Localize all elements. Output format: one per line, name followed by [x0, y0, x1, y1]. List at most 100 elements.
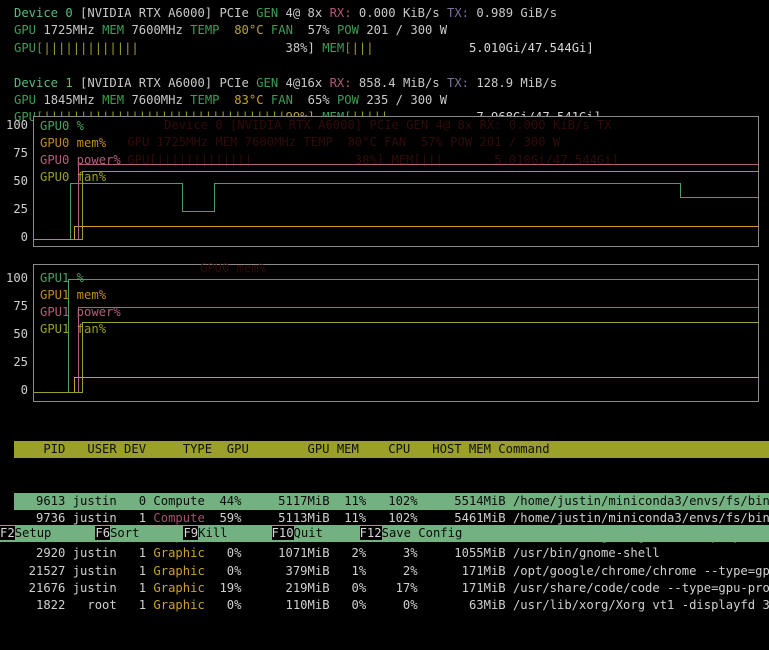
device-1-pow-value: 235 / 300 W [366, 92, 448, 107]
row-type: Graphic [153, 546, 205, 561]
gpu0-util-seg4 [182, 183, 183, 212]
device-1-gpu-label: GPU [14, 92, 37, 107]
gpu0-fan-seg1 [34, 239, 82, 240]
process-table-body: 9613 justin 0 Compute 44% 5117MiB 11% 10… [14, 493, 769, 615]
row-prefix: 9736 justin 1 [14, 511, 154, 526]
device-1-gpu-clock: 1845MHz [43, 92, 95, 107]
function-key-bar[interactable]: F2Setup F6Sort F9Kill F10Quit F12Save Co… [0, 524, 769, 542]
gpu0-util-seg2 [70, 183, 71, 240]
device-1-pow-label: POW [336, 92, 359, 107]
fkey-label-f2[interactable]: Setup [14, 525, 96, 540]
device-1-mem-clock: 7600MHz [131, 92, 183, 107]
device-1-fan-value: 65% [307, 92, 330, 107]
gpu0-power-seg3 [78, 164, 758, 165]
table-row[interactable]: 21527 justin 1 Graphic 0% 379MiB 1% 2% 1… [14, 563, 769, 580]
row-type: Compute [153, 511, 205, 526]
device-0-tx-label: TX: [446, 6, 469, 20]
row-type: Graphic [153, 598, 205, 613]
device-0-bars: GPU[||||||||||||| 38%] MEM[||| 5.010Gi/4… [14, 40, 769, 57]
fkey-f9[interactable]: F9 [183, 525, 199, 540]
gpu1-legend-util: GPU1 % [40, 271, 85, 285]
gpu1-util-seg2 [68, 279, 69, 393]
gpu0-mem-seg3 [74, 226, 758, 227]
fkey-f6[interactable]: F6 [95, 525, 111, 540]
table-row[interactable]: 9736 justin 1 Compute 59% 5113MiB 11% 10… [14, 510, 769, 527]
gpu1-fan-seg2 [82, 322, 83, 393]
table-row[interactable]: 1822 root 1 Graphic 0% 110MiB 0% 0% 63Mi… [14, 597, 769, 614]
gpu0-util-seg8 [680, 183, 681, 197]
gpu0-util-seg9 [680, 197, 758, 198]
gpu1-fan-seg1 [34, 392, 82, 393]
device-1-fan-label: FAN [270, 92, 293, 107]
gpu1-power-seg2 [78, 307, 79, 393]
row-type: Graphic [153, 563, 205, 578]
row-metrics: 19% 219MiB 0% 17% 171MiB /usr/share/code… [219, 581, 769, 596]
device-1-index: Device 1 [14, 75, 73, 90]
device-1-pcie-label: PCIe [219, 75, 249, 90]
device-1-rx-value: 858.4 MiB/s [358, 75, 440, 90]
gpu0-ghost-text: Device 0 [NVIDIA RTX A6000] PCIe GEN 4@ … [127, 118, 619, 167]
device-0-rx-value: 0.000 KiB/s [358, 6, 440, 20]
device-0-fan-value: 57% [307, 23, 330, 38]
table-row[interactable]: 9613 justin 0 Compute 44% 5117MiB 11% 10… [14, 493, 769, 511]
device-1-tx-value: 128.9 MiB/s [476, 75, 558, 90]
gpu0-ytick-100: 100 [5, 118, 28, 132]
fkey-label-f9[interactable]: Kill [198, 525, 272, 540]
device-0-header: Device 0 [NVIDIA RTX A6000] PCIe GEN 4@ … [14, 5, 769, 22]
device-1-header: Device 1 [NVIDIA RTX A6000] PCIe GEN 4@1… [14, 75, 769, 92]
process-table-header[interactable]: PID USER DEV TYPE GPU GPU MEM CPU HOST M… [14, 440, 769, 459]
fkey-f2[interactable]: F2 [0, 525, 15, 540]
gpu1-ytick-50: 50 [13, 327, 28, 341]
table-row[interactable]: 21676 justin 1 Graphic 19% 219MiB 0% 17%… [14, 580, 769, 597]
device-1-temp-label: TEMP [190, 92, 220, 107]
gpu1-legend-mem: GPU1 mem% [40, 288, 107, 302]
gpu1-ghost-text: GPU0 mem% [200, 261, 267, 275]
device-0-tx-value: 0.989 GiB/s [476, 6, 558, 20]
spacer-0 [14, 57, 769, 74]
row-prefix: 9613 justin 0 [14, 494, 154, 509]
device-0-pcie-label: PCIe [219, 6, 249, 20]
gpu0-legend-util: GPU0 % [40, 119, 85, 133]
device-1-gen-value: 4@16x [285, 75, 323, 90]
fkey-f12[interactable]: F12 [359, 525, 382, 540]
gpu1-power-seg3 [78, 307, 758, 308]
gpu0-ytick-25: 25 [13, 202, 28, 216]
device-0-gpu-clock: 1725MHz [43, 23, 95, 38]
device-0-temp-value: 80°C [234, 23, 264, 38]
device-1-tx-label: TX: [446, 75, 469, 90]
gpu1-util-seg3 [68, 279, 758, 280]
gpu1-mem-seg3 [74, 377, 758, 378]
gpu1-ytick-100: 100 [5, 271, 28, 285]
device-0-mem-clock: 7600MHz [131, 23, 183, 38]
device-1-temp-value: 83°C [234, 92, 264, 107]
gpu0-history-chart: 100 75 50 25 0 Device 0 [NVIDIA RTX A600… [0, 116, 769, 247]
device-0-metrics: GPU 1725MHz MEM 7600MHz TEMP 80°C FAN 57… [14, 22, 769, 39]
device-panels: Device 0 [NVIDIA RTX A6000] PCIe GEN 4@ … [0, 0, 769, 127]
gpu0-util-seg6 [214, 183, 215, 212]
device-0-mem-label: MEM [102, 23, 125, 38]
gpu0-ytick-50: 50 [13, 174, 28, 188]
gpu1-legend-fan: GPU1 fan% [40, 322, 107, 336]
row-metrics: 59% 5113MiB 11% 102% 5461MiB /home/justi… [219, 511, 769, 526]
table-row[interactable]: 2920 justin 1 Graphic 0% 1071MiB 2% 3% 1… [14, 545, 769, 562]
gpu0-util-seg5 [182, 211, 214, 212]
fkey-label-f6[interactable]: Sort [110, 525, 184, 540]
device-0-index: Device 0 [14, 6, 73, 20]
gpu1-legend-power: GPU1 power% [40, 305, 121, 319]
device-0-rx-label: RX: [329, 6, 352, 20]
fkey-label-f12[interactable]: Save Config [381, 525, 463, 540]
device-0-gen-value: 4@ 8x [285, 6, 323, 20]
gpu0-mem-seg2 [74, 226, 75, 240]
gpu0-legend-mem: GPU0 mem% [40, 136, 107, 150]
row-prefix: 21527 justin 1 [14, 563, 154, 578]
fkey-label-f10[interactable]: Quit [293, 525, 360, 540]
row-metrics: 0% 379MiB 1% 2% 171MiB /opt/google/chrom… [226, 563, 769, 578]
fkey-f10[interactable]: F10 [271, 525, 294, 540]
gpu0-power-seg2 [78, 164, 79, 240]
gpu0-ytick-0: 0 [20, 230, 28, 244]
device-0-pow-value: 201 / 300 W [366, 23, 448, 38]
device-0-memline-fill: ||| [351, 40, 374, 55]
gpu1-fan-seg3 [82, 322, 758, 323]
device-1-gen-label: GEN [256, 75, 279, 90]
row-metrics: 0% 1071MiB 2% 3% 1055MiB /usr/bin/gnome-… [204, 546, 660, 561]
